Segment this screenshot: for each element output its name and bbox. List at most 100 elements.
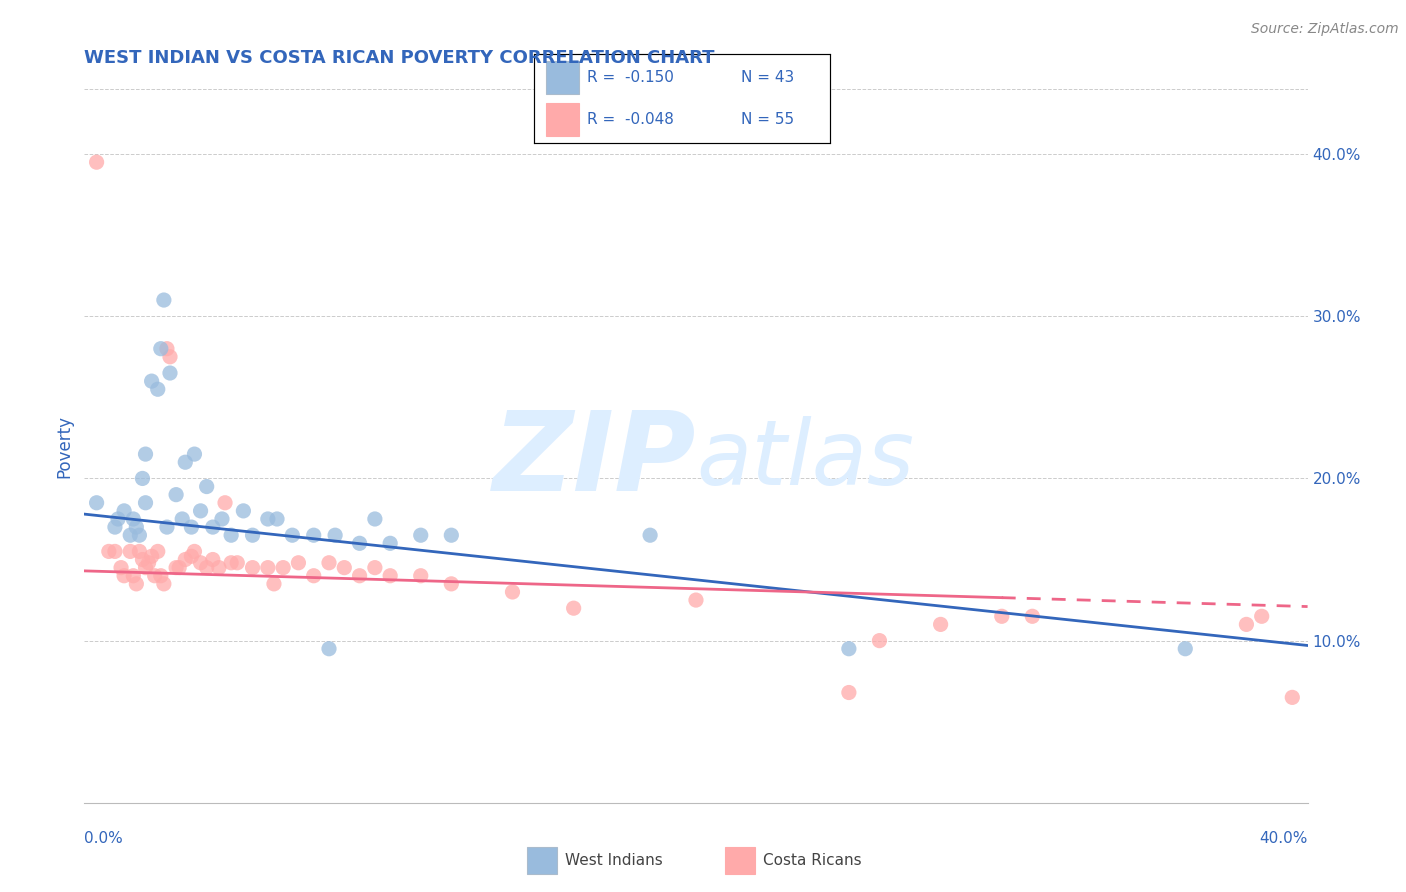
Point: [409, 568, 432, 582]
Point: [638, 528, 661, 542]
Point: [159, 366, 181, 380]
Point: [195, 479, 218, 493]
Point: [364, 560, 387, 574]
Point: [131, 471, 153, 485]
Text: ZIP: ZIP: [492, 407, 696, 514]
Point: [1174, 641, 1197, 656]
Point: [333, 560, 356, 574]
Bar: [527, 847, 557, 874]
Point: [138, 556, 160, 570]
Point: [143, 568, 166, 582]
Point: [349, 568, 371, 582]
Point: [128, 544, 150, 558]
Text: 40.0%: 40.0%: [1260, 831, 1308, 847]
Point: [174, 455, 197, 469]
Bar: [546, 103, 579, 136]
Point: [174, 552, 197, 566]
Point: [302, 568, 325, 582]
Point: [318, 556, 340, 570]
Point: [242, 560, 264, 574]
Point: [110, 560, 132, 574]
Text: West Indians: West Indians: [565, 854, 664, 868]
Point: [195, 560, 218, 574]
Point: [122, 512, 145, 526]
Point: [869, 633, 891, 648]
Bar: [725, 847, 755, 874]
Point: [502, 585, 524, 599]
Point: [380, 568, 402, 582]
Point: [323, 528, 346, 542]
Point: [149, 342, 172, 356]
Point: [149, 568, 172, 582]
Point: [409, 528, 432, 542]
Point: [153, 293, 176, 307]
Text: Source: ZipAtlas.com: Source: ZipAtlas.com: [1251, 22, 1399, 37]
Point: [991, 609, 1014, 624]
Point: [1021, 609, 1043, 624]
Point: [271, 560, 294, 574]
Point: [929, 617, 952, 632]
Point: [146, 382, 169, 396]
Point: [208, 560, 231, 574]
Point: [107, 512, 129, 526]
Point: [685, 593, 707, 607]
Point: [146, 544, 169, 558]
Point: [167, 560, 190, 574]
Point: [214, 496, 236, 510]
Point: [112, 568, 135, 582]
Point: [201, 520, 224, 534]
Point: [281, 528, 304, 542]
Point: [159, 350, 181, 364]
Point: [263, 577, 285, 591]
Point: [128, 528, 150, 542]
Point: [1281, 690, 1303, 705]
Point: [380, 536, 402, 550]
Point: [257, 560, 280, 574]
Text: atlas: atlas: [696, 417, 914, 504]
Point: [364, 512, 387, 526]
Point: [201, 552, 224, 566]
Point: [86, 496, 108, 510]
Point: [287, 556, 309, 570]
Point: [838, 685, 860, 699]
Point: [172, 512, 194, 526]
Point: [180, 520, 202, 534]
Point: [838, 641, 860, 656]
Point: [190, 504, 212, 518]
Point: [562, 601, 585, 615]
Point: [135, 560, 157, 574]
Point: [104, 544, 127, 558]
Point: [219, 556, 242, 570]
Point: [97, 544, 120, 558]
Point: [125, 577, 148, 591]
Point: [122, 568, 145, 582]
Point: [1234, 617, 1257, 632]
Point: [219, 528, 242, 542]
Point: [266, 512, 288, 526]
Point: [141, 374, 163, 388]
Point: [125, 520, 148, 534]
Point: [211, 512, 233, 526]
Point: [232, 504, 254, 518]
Point: [257, 512, 280, 526]
Text: N = 43: N = 43: [741, 70, 794, 85]
Point: [131, 552, 153, 566]
Point: [302, 528, 325, 542]
Point: [165, 488, 187, 502]
Text: Costa Ricans: Costa Ricans: [763, 854, 862, 868]
Point: [153, 577, 176, 591]
Point: [183, 447, 205, 461]
Point: [120, 544, 142, 558]
Point: [190, 556, 212, 570]
Point: [165, 560, 187, 574]
Point: [1250, 609, 1272, 624]
Point: [440, 577, 463, 591]
Point: [349, 536, 371, 550]
Point: [156, 520, 179, 534]
Point: [141, 549, 163, 564]
Y-axis label: Poverty: Poverty: [55, 415, 73, 477]
Text: N = 55: N = 55: [741, 112, 794, 127]
Point: [120, 528, 142, 542]
Text: WEST INDIAN VS COSTA RICAN POVERTY CORRELATION CHART: WEST INDIAN VS COSTA RICAN POVERTY CORRE…: [84, 49, 714, 67]
Point: [135, 447, 157, 461]
